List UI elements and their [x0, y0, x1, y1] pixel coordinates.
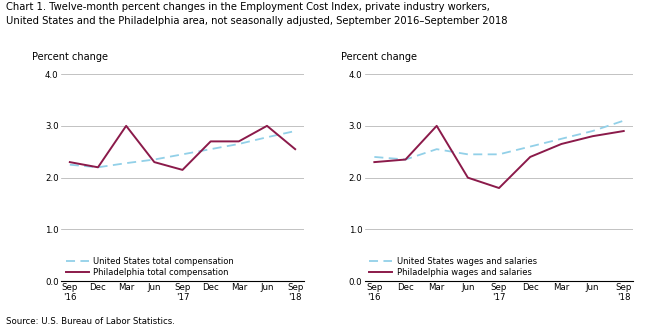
Text: United States and the Philadelphia area, not seasonally adjusted, September 2016: United States and the Philadelphia area,…: [6, 16, 508, 26]
Text: Chart 1. Twelve-month percent changes in the Employment Cost Index, private indu: Chart 1. Twelve-month percent changes in…: [6, 2, 490, 12]
Legend: United States wages and salaries, Philadelphia wages and salaries: United States wages and salaries, Philad…: [369, 257, 537, 277]
Text: Percent change: Percent change: [32, 52, 109, 62]
Text: Percent change: Percent change: [341, 52, 417, 62]
Legend: United States total compensation, Philadelphia total compensation: United States total compensation, Philad…: [65, 257, 234, 277]
Text: Source: U.S. Bureau of Labor Statistics.: Source: U.S. Bureau of Labor Statistics.: [6, 317, 175, 326]
